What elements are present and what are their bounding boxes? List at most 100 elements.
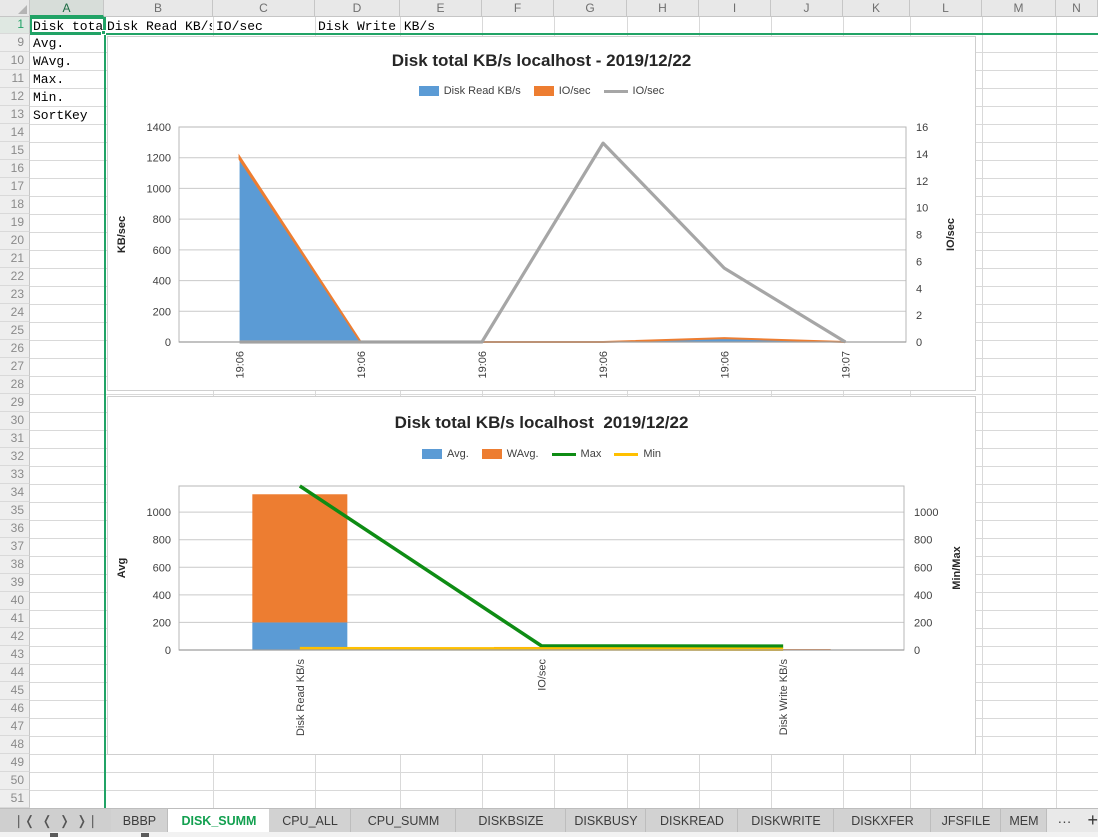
more-sheets-button[interactable]: ··· — [1057, 812, 1072, 829]
legend-label: Disk Read KB/s — [443, 85, 521, 97]
sheet-tab-bbbp[interactable]: BBBP — [111, 809, 169, 832]
row-header-10[interactable]: 10 — [0, 51, 30, 70]
row-header-46[interactable]: 46 — [0, 700, 30, 719]
row-header-48[interactable]: 48 — [0, 736, 30, 755]
row-header-11[interactable]: 11 — [0, 69, 30, 88]
column-header-G[interactable]: G — [554, 0, 627, 17]
row-header-38[interactable]: 38 — [0, 556, 30, 575]
column-header-A[interactable]: A — [30, 0, 104, 17]
row-header-40[interactable]: 40 — [0, 592, 30, 611]
x-axis-label: 19:06 — [235, 351, 247, 379]
row-header-20[interactable]: 20 — [0, 231, 30, 250]
row-header-1[interactable]: 1 — [0, 17, 30, 34]
row-header-31[interactable]: 31 — [0, 429, 30, 448]
row-header-18[interactable]: 18 — [0, 195, 30, 214]
cell-A9[interactable]: Avg. — [33, 35, 65, 51]
chart-disk-total-summary[interactable]: Disk total KB/s localhost 2019/12/22 Avg… — [107, 396, 976, 755]
row-header-9[interactable]: 9 — [0, 33, 30, 52]
sheet-tab-diskxfer[interactable]: DISKXFER — [834, 809, 932, 832]
column-header-C[interactable]: C — [213, 0, 315, 17]
sheet-tab-diskbusy[interactable]: DISKBUSY — [566, 809, 647, 832]
row-header-15[interactable]: 15 — [0, 141, 30, 160]
row-header-19[interactable]: 19 — [0, 213, 30, 232]
column-header-K[interactable]: K — [843, 0, 910, 17]
row-header-39[interactable]: 39 — [0, 574, 30, 593]
legend-label: Avg. — [446, 448, 469, 460]
column-header-I[interactable]: I — [699, 0, 771, 17]
prev-sheet-icon[interactable]: ❬ — [41, 812, 53, 828]
column-header-N[interactable]: N — [1056, 0, 1098, 17]
sheet-tab-cpu_summ[interactable]: CPU_SUMM — [351, 809, 457, 832]
legend-swatch-square — [481, 449, 502, 459]
row-header-25[interactable]: 25 — [0, 321, 30, 340]
row-header-12[interactable]: 12 — [0, 87, 30, 106]
cell-D1[interactable]: Disk Write KB/s — [318, 19, 436, 34]
chart-plot-svg: 0 200 400 600 800 1000 0 200 400 600 800 1000 Disk R… — [116, 484, 963, 736]
next-sheet-icon[interactable]: ❭ — [58, 812, 70, 828]
cell-A1[interactable]: Disk tota — [33, 19, 103, 34]
chart-disk-total-timeseries[interactable]: Disk total KB/s localhost - 2019/12/22 D… — [107, 36, 976, 391]
row-header-28[interactable]: 28 — [0, 375, 30, 394]
row-header-49[interactable]: 49 — [0, 754, 30, 773]
row-header-14[interactable]: 14 — [0, 123, 30, 142]
row-header-47[interactable]: 47 — [0, 718, 30, 737]
row-header-36[interactable]: 36 — [0, 520, 30, 539]
cell-C1[interactable]: IO/sec — [216, 19, 263, 34]
cell-A12[interactable]: Min. — [33, 89, 65, 105]
row-header-22[interactable]: 22 — [0, 267, 30, 286]
h-gridline — [30, 790, 1098, 792]
legend-swatch-square — [421, 449, 442, 459]
sheet-tab-mem[interactable]: MEM — [1001, 809, 1048, 832]
row-header-21[interactable]: 21 — [0, 249, 30, 268]
column-header-F[interactable]: F — [482, 0, 554, 17]
last-sheet-icon[interactable]: ❭❘ — [76, 812, 99, 828]
active-cell-selection[interactable] — [30, 17, 106, 35]
column-header-H[interactable]: H — [627, 0, 699, 17]
row-header-45[interactable]: 45 — [0, 682, 30, 701]
svg-text:8: 8 — [916, 230, 922, 242]
row-header-42[interactable]: 42 — [0, 628, 30, 647]
sheet-tab-disk_summ[interactable]: DISK_SUMM — [168, 809, 270, 832]
row-header-26[interactable]: 26 — [0, 339, 30, 358]
row-header-44[interactable]: 44 — [0, 664, 30, 683]
row-header-37[interactable]: 37 — [0, 538, 30, 557]
cell-B1[interactable]: Disk Read KB/s — [107, 19, 212, 34]
row-header-33[interactable]: 33 — [0, 465, 30, 484]
cell-A10[interactable]: WAvg. — [33, 53, 73, 69]
legend-swatch-square — [533, 86, 554, 96]
row-header-41[interactable]: 41 — [0, 610, 30, 629]
column-header-J[interactable]: J — [771, 0, 843, 17]
column-header-D[interactable]: D — [315, 0, 400, 17]
sheet-tab-cpu_all[interactable]: CPU_ALL — [269, 809, 352, 832]
row-header-17[interactable]: 17 — [0, 177, 30, 196]
column-header-L[interactable]: L — [910, 0, 982, 17]
column-header-B[interactable]: B — [104, 0, 213, 17]
new-sheet-button[interactable]: + — [1087, 810, 1098, 830]
sheet-tab-diskread[interactable]: DISKREAD — [646, 809, 739, 832]
row-header-51[interactable]: 51 — [0, 790, 30, 809]
row-header-50[interactable]: 50 — [0, 772, 30, 791]
row-header-16[interactable]: 16 — [0, 159, 30, 178]
cell-A13[interactable]: SortKey — [33, 107, 88, 123]
sheet-tab-diskwrite[interactable]: DISKWRITE — [738, 809, 835, 832]
row-header-30[interactable]: 30 — [0, 411, 30, 430]
row-header-24[interactable]: 24 — [0, 303, 30, 322]
cell-A11[interactable]: Max. — [33, 71, 65, 87]
row-header-34[interactable]: 34 — [0, 484, 30, 503]
row-header-43[interactable]: 43 — [0, 646, 30, 665]
svg-text:600: 600 — [153, 245, 171, 257]
row-header-35[interactable]: 35 — [0, 502, 30, 521]
column-header-M[interactable]: M — [982, 0, 1056, 17]
row-header-23[interactable]: 23 — [0, 285, 30, 304]
select-all-corner[interactable] — [0, 0, 30, 17]
row-header-29[interactable]: 29 — [0, 393, 30, 412]
fill-handle[interactable] — [101, 30, 106, 35]
row-header-27[interactable]: 27 — [0, 357, 30, 376]
row-header-13[interactable]: 13 — [0, 105, 30, 124]
first-sheet-icon[interactable]: ❘❬ — [13, 812, 36, 828]
row-header-32[interactable]: 32 — [0, 447, 30, 466]
sheet-tab-diskbsize[interactable]: DISKBSIZE — [456, 809, 567, 832]
column-header-E[interactable]: E — [400, 0, 482, 17]
h-gridline — [30, 393, 1098, 395]
sheet-tab-jfsfile[interactable]: JFSFILE — [931, 809, 1002, 832]
